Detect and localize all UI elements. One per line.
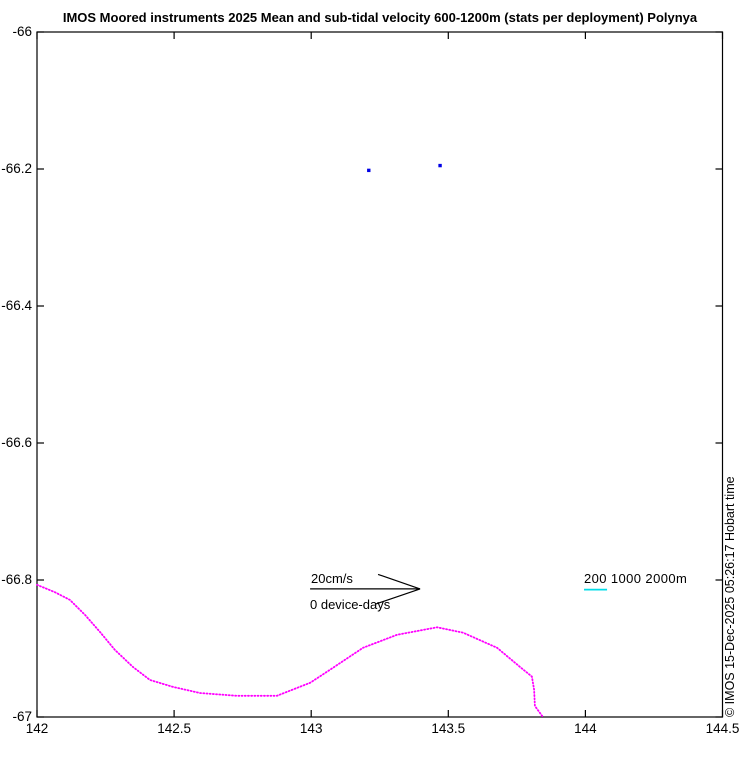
scale-arrow-barb-lower [375,588,421,605]
x-tick-label: 143 [299,721,323,736]
chart-title: IMOS Moored instruments 2025 Mean and su… [62,10,698,25]
x-tick-label: 144 [574,721,597,736]
scale-arrow-barb-upper [377,573,421,590]
y-tick-label: -67 [12,709,32,724]
mooring-point [438,163,442,168]
x-tick-label: 143.5 [431,721,466,736]
y-tick-label: -66.2 [1,161,32,176]
x-tick-label: 142.5 [157,721,191,736]
device-days-label: 0 device-days [310,597,391,612]
y-tick-label: -66.6 [1,435,32,450]
x-tick-label: 144.5 [705,721,740,736]
copyright-text: © IMOS 15-Dec-2025 05:26:17 Hobart time [723,476,737,717]
y-tick-label: -66 [12,24,32,39]
axis-box [36,31,724,718]
depth-contour-legend: 200 1000 2000m [584,571,688,586]
coastline-path [36,583,544,718]
y-tick-label: -66.4 [1,298,32,313]
y-tick-label: -66.8 [1,572,32,587]
x-tick-label: 142 [25,721,49,736]
velocity-scale-label: 20cm/s [311,571,353,586]
mooring-point [367,168,371,173]
